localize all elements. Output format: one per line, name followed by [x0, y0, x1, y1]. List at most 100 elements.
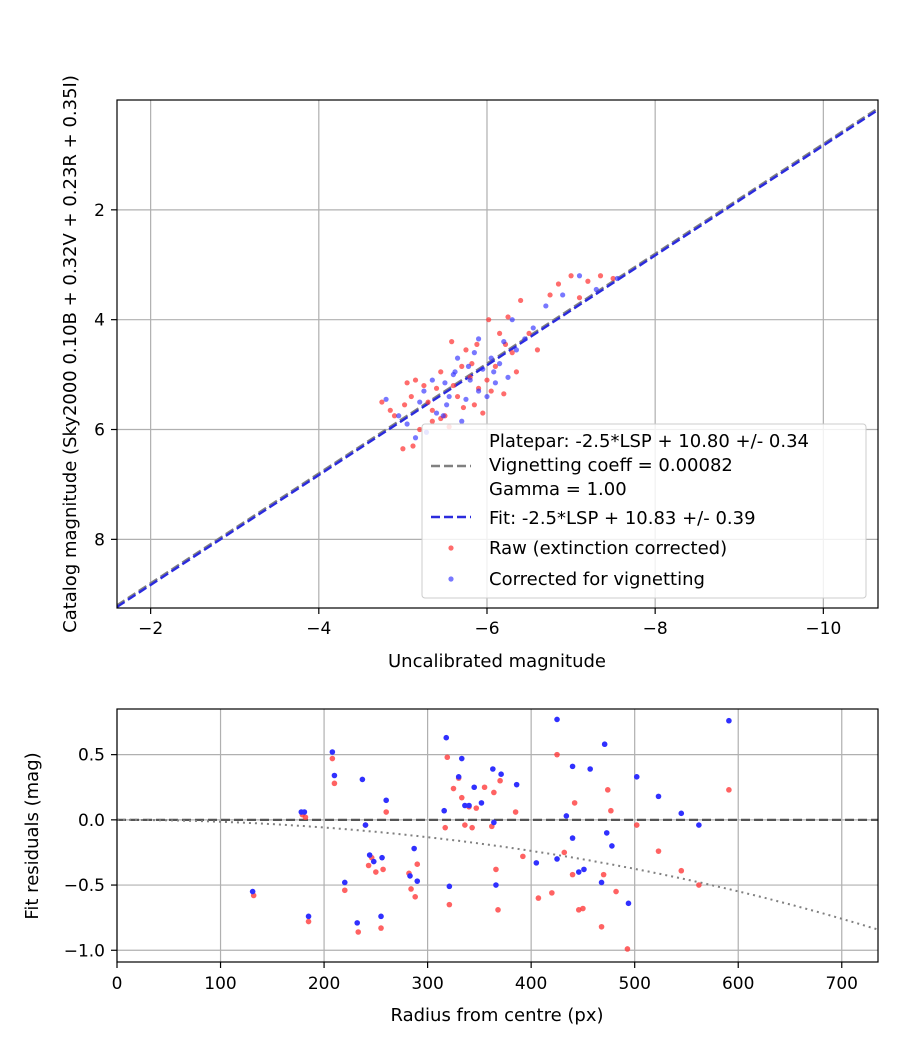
bottom-y-tick-label: 0.0: [78, 811, 105, 831]
top-x-tick-label: −8: [643, 619, 668, 639]
bottom-x-tick-label: 0: [112, 974, 123, 994]
raw-point: [547, 292, 553, 298]
bottom-x-tick-label: 100: [204, 974, 236, 994]
corrected-residual-point: [498, 771, 504, 778]
corrected-residual-point: [383, 797, 389, 804]
corrected-point: [404, 421, 410, 427]
raw-residual-point: [469, 824, 475, 831]
corrected-residual-point: [441, 807, 447, 814]
top-y-tick-label: 2: [94, 201, 105, 221]
corrected-residual-point: [443, 734, 450, 741]
corrected-residual-point: [569, 763, 576, 770]
legend-gamma-label: Gamma = 1.00: [489, 479, 627, 500]
bottom-y-tick-label: 0.5: [78, 746, 105, 766]
corrected-point: [383, 396, 389, 402]
raw-point: [492, 363, 498, 369]
bottom-x-tick-label: 200: [308, 974, 340, 994]
corrected-point: [440, 413, 446, 419]
raw-point: [509, 350, 515, 356]
raw-residual-point: [571, 800, 578, 806]
raw-residual-point: [462, 822, 468, 828]
raw-point: [387, 407, 393, 413]
raw-residual-point: [613, 888, 619, 895]
corrected-residual-point: [625, 900, 632, 907]
raw-point: [412, 377, 419, 383]
raw-point: [505, 314, 511, 320]
corrected-point: [454, 355, 461, 361]
raw-point: [484, 377, 490, 383]
corrected-residual-point: [513, 781, 520, 788]
raw-residual-point: [497, 777, 503, 784]
raw-residual-point: [678, 867, 685, 874]
raw-point: [460, 404, 467, 411]
corrected-point: [509, 317, 515, 323]
raw-residual-point: [520, 853, 526, 860]
raw-residual-point: [378, 925, 384, 931]
corrected-residual-point: [609, 843, 615, 849]
raw-point: [429, 407, 435, 413]
raw-residual-point: [696, 882, 702, 888]
raw-residual-point: [495, 907, 501, 913]
corrected-point: [463, 396, 469, 402]
corrected-residual-point: [491, 819, 497, 826]
raw-point: [534, 347, 541, 353]
raw-residual-point: [569, 871, 576, 878]
top-x-tick-label: −2: [138, 619, 163, 639]
raw-point: [501, 391, 507, 397]
raw-point: [474, 341, 480, 347]
corrected-residual-point: [329, 749, 336, 755]
raw-point: [480, 410, 486, 416]
raw-residual-point: [554, 751, 560, 758]
top-panel: −2 −4 −6 −8 −10 2 4 6 8 Uncalibrated magnitude C…: [60, 75, 879, 672]
corrected-residual-point: [305, 913, 312, 920]
bottom-x-tick-label: 400: [515, 974, 547, 994]
corrected-residual-point: [490, 766, 496, 772]
raw-residual-point: [355, 929, 362, 935]
corrected-point: [530, 325, 536, 331]
corrected-point: [396, 413, 402, 419]
bottom-axes-frame: [116, 708, 879, 963]
raw-residual-point: [624, 946, 631, 952]
raw-residual-point: [341, 887, 348, 894]
corrected-residual-point: [354, 920, 361, 926]
corrected-residual-point: [598, 879, 605, 886]
corrected-residual-point: [455, 774, 462, 780]
raw-point: [555, 281, 562, 287]
corrected-residual-point: [603, 830, 610, 836]
corrected-point: [471, 350, 477, 356]
corrected-point: [543, 303, 549, 309]
corrected-residual-point: [587, 766, 593, 772]
raw-point: [401, 402, 408, 408]
raw-residual-point: [414, 861, 421, 867]
top-x-tick-label: −10: [805, 619, 841, 639]
raw-residual-point: [655, 848, 662, 854]
top-axes-frame: [116, 99, 879, 609]
corrected-point: [505, 374, 511, 380]
raw-residual-point: [458, 794, 465, 801]
raw-residual-point: [442, 824, 449, 831]
raw-point: [408, 393, 414, 400]
corrected-point: [429, 377, 435, 383]
corrected-residual-point: [466, 802, 472, 809]
corrected-point: [452, 369, 458, 375]
bottom-grid: [116, 709, 878, 962]
legend: Platepar: -2.5*LSP + 10.80 +/- 0.34 Vign…: [421, 423, 867, 599]
corrected-point: [444, 402, 450, 408]
corrected-point: [522, 336, 528, 342]
corrected-point: [421, 388, 427, 394]
corrected-residual-point: [362, 822, 369, 828]
top-y-tick-label: 6: [94, 421, 105, 441]
raw-residual-point: [549, 890, 555, 896]
corrected-residual-point: [633, 774, 640, 780]
corrected-residual-point: [533, 860, 540, 866]
legend-vignetting-label: Vignetting coeff = 0.00082: [489, 455, 733, 476]
raw-point: [518, 297, 524, 304]
corrected-residual-point: [446, 883, 453, 890]
raw-residual-point: [535, 895, 542, 901]
bottom-y-axis-label: Fit residuals (mag): [22, 752, 43, 919]
legend-raw-label: Raw (extinction corrected): [489, 538, 727, 559]
corrected-residual-point: [359, 776, 366, 783]
legend-raw-marker: [448, 545, 454, 551]
corrected-residual-point: [563, 813, 570, 819]
